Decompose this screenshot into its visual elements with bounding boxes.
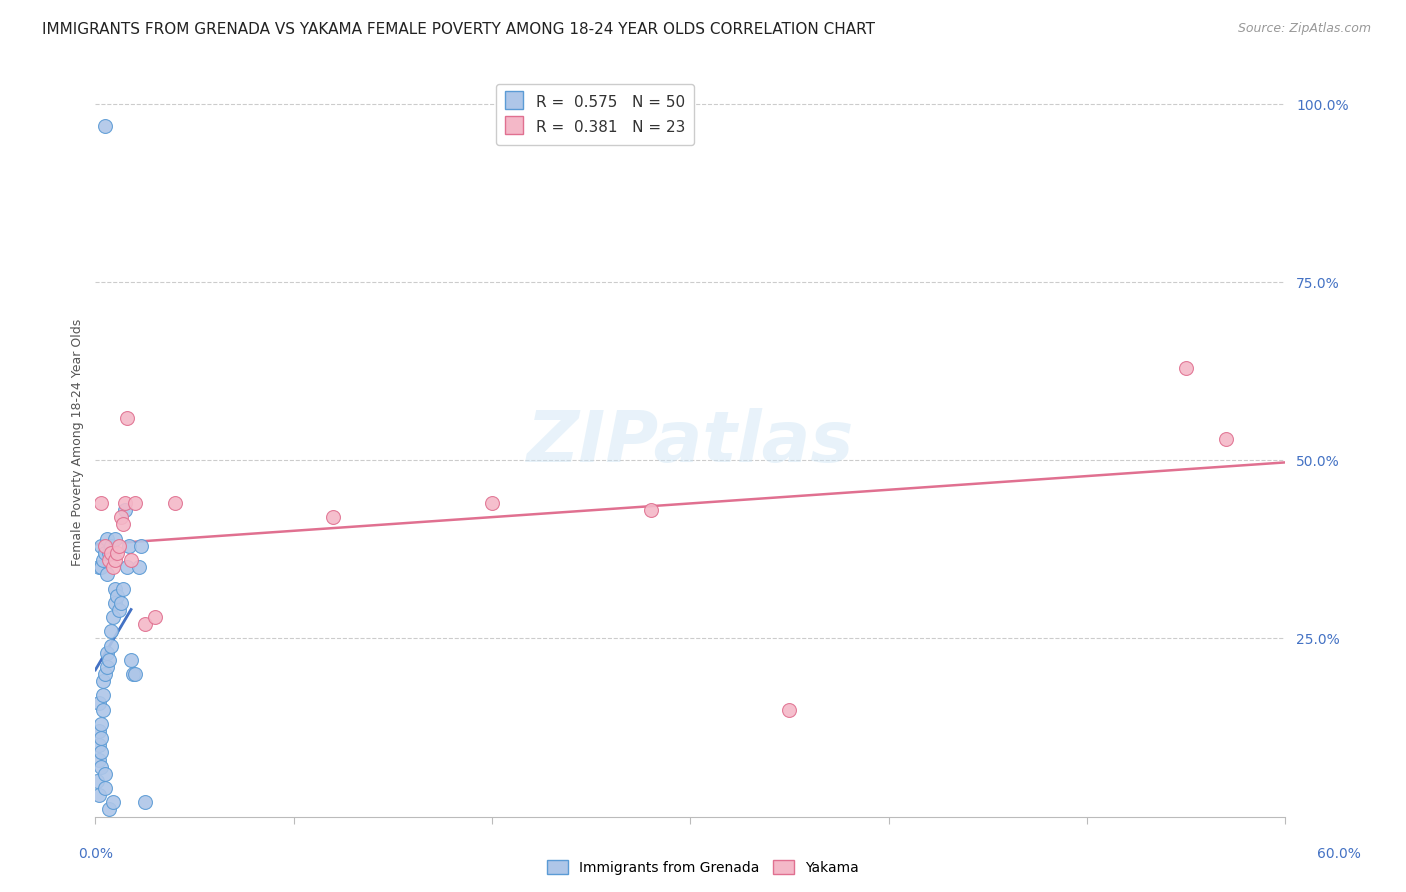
Point [128,560,150,574]
Point [90,746,112,760]
Point [105,546,128,560]
Point [322,510,344,524]
Point [100,546,122,560]
Point [114,496,136,510]
Point [112,582,135,596]
Point [94,780,117,795]
Point [91,553,114,567]
Point [110,510,132,524]
Text: Source: ZipAtlas.com: Source: ZipAtlas.com [1237,22,1371,36]
Point [90,717,112,731]
Point [89,739,111,753]
Point [103,610,125,624]
Point [122,667,145,681]
Point [96,646,118,660]
Point [90,539,112,553]
Point [1174,360,1197,375]
Point [86,773,108,788]
Legend: Immigrants from Grenada, Yakama: Immigrants from Grenada, Yakama [541,855,865,880]
Legend: R =  0.575   N = 50, R =  0.381   N = 23: R = 0.575 N = 50, R = 0.381 N = 23 [496,84,695,145]
Point [103,795,125,809]
Point [778,703,800,717]
Point [90,560,112,574]
Point [103,560,125,574]
Point [104,532,127,546]
Text: 60.0%: 60.0% [1316,847,1361,861]
Point [94,119,117,133]
Point [94,546,117,560]
Point [134,795,156,809]
Point [114,503,136,517]
Text: 0.0%: 0.0% [79,847,112,861]
Point [98,553,121,567]
Point [96,567,118,582]
Point [110,596,132,610]
Point [124,667,146,681]
Point [129,539,152,553]
Point [89,753,111,767]
Point [89,696,111,710]
Point [100,624,122,639]
Text: ZIPatlas: ZIPatlas [526,408,853,477]
Text: IMMIGRANTS FROM GRENADA VS YAKAMA FEMALE POVERTY AMONG 18-24 YEAR OLDS CORRELATI: IMMIGRANTS FROM GRENADA VS YAKAMA FEMALE… [42,22,875,37]
Point [120,553,142,567]
Point [108,539,131,553]
Point [91,674,114,689]
Point [98,802,121,816]
Point [115,560,138,574]
Point [90,496,112,510]
Point [96,532,118,546]
Point [143,610,166,624]
Point [118,539,141,553]
Point [112,517,135,532]
Point [104,596,127,610]
Point [91,689,114,703]
Y-axis label: Female Poverty Among 18-24 Year Olds: Female Poverty Among 18-24 Year Olds [72,319,84,566]
Point [1215,432,1237,446]
Point [98,653,121,667]
Point [100,639,122,653]
Point [94,766,117,780]
Point [104,553,127,567]
Point [89,788,111,802]
Point [90,731,112,746]
Point [640,503,662,517]
Point [163,496,186,510]
Point [89,560,111,574]
Point [89,724,111,739]
Point [96,660,118,674]
Point [100,539,122,553]
Point [98,546,121,560]
Point [108,603,131,617]
Point [115,410,138,425]
Point [94,667,117,681]
Point [120,653,142,667]
Point [91,703,114,717]
Point [90,759,112,773]
Point [94,539,117,553]
Point [134,617,156,632]
Point [124,496,146,510]
Point [481,496,503,510]
Point [104,582,127,596]
Point [105,589,128,603]
